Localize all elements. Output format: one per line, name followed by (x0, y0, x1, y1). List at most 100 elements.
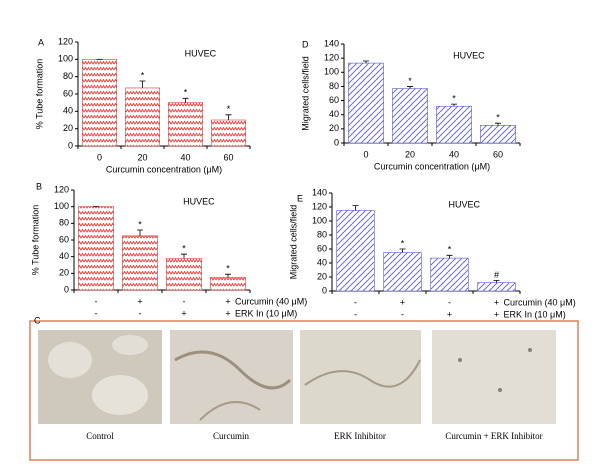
x-tick-label: 20 (405, 149, 415, 159)
treatment-sign: + (225, 308, 230, 318)
error-bar (352, 205, 359, 211)
y-tick-label: 20 (329, 123, 339, 133)
treatment-sign: - (183, 296, 186, 306)
bar (125, 87, 161, 147)
y-tick-label: 120 (58, 36, 73, 46)
y-axis-label: Migrated cells/field (288, 205, 298, 280)
y-tick-label: 140 (312, 187, 327, 197)
error-bar (182, 97, 189, 103)
significance-mark: # (494, 270, 499, 280)
cell-gap (112, 335, 148, 355)
bar (166, 258, 202, 291)
x-tick-label: 0 (363, 149, 368, 159)
bar (82, 59, 118, 147)
y-tick-label: 20 (317, 271, 327, 281)
significance-mark: * (138, 219, 142, 229)
y-tick-label: 80 (329, 81, 339, 91)
y-tick-label: 80 (317, 229, 327, 239)
y-tick-label: 40 (329, 109, 339, 119)
y-axis-label: % Tube formation (34, 59, 44, 130)
significance-mark: * (452, 93, 456, 103)
y-tick-label: 0 (334, 137, 339, 147)
cell-gap (92, 375, 148, 415)
y-tick-label: 60 (329, 95, 339, 105)
caption: Curcumin + ERK Inhibitor (445, 431, 542, 441)
treatment-name: ERK In (10 μM) (504, 309, 566, 319)
treatment-sign: - (401, 309, 404, 319)
y-tick-label: 40 (317, 257, 327, 267)
y-tick-label: 100 (54, 201, 69, 211)
error-bar (493, 280, 500, 283)
bar (168, 102, 204, 147)
tube (304, 359, 421, 388)
y-tick-label: 0 (68, 140, 73, 150)
treatment-name: Curcumin (40 μM) (504, 297, 576, 307)
y-tick-label: 120 (312, 201, 327, 211)
panel-label: C (34, 315, 41, 325)
bar (336, 210, 375, 292)
y-tick-label: 60 (63, 88, 73, 98)
error-bar (181, 253, 187, 259)
annotation: HUVEC (453, 50, 485, 60)
significance-mark: * (401, 238, 405, 248)
treatment-sign: + (137, 296, 142, 306)
x-tick-label: 60 (493, 149, 503, 159)
error-bar (446, 254, 453, 259)
error-bar (399, 248, 406, 253)
tube (174, 350, 292, 390)
y-tick-label: 120 (54, 184, 69, 194)
error-bar (407, 86, 413, 89)
panel-c-frame (29, 320, 579, 461)
treatment-sign: - (95, 308, 98, 318)
bar (436, 105, 472, 144)
error-bar (495, 122, 501, 126)
micrograph (170, 330, 293, 424)
y-tick-label: 80 (63, 71, 73, 81)
x-axis-label: Curcumin concentration (μM) (106, 164, 222, 174)
y-tick-label: 20 (63, 123, 73, 133)
y-tick-label: 40 (59, 251, 69, 261)
cell (528, 348, 532, 352)
treatment-sign: - (354, 309, 357, 319)
error-bar (137, 229, 143, 236)
bar (210, 277, 246, 291)
y-tick-label: 100 (58, 54, 73, 64)
cell (498, 388, 502, 392)
y-tick-label: 40 (63, 106, 73, 116)
panel-label: D (302, 39, 309, 49)
bar (78, 206, 114, 291)
error-bar (139, 80, 146, 88)
treatment-sign: - (139, 308, 142, 318)
y-tick-label: 140 (324, 38, 339, 48)
error-bar (451, 103, 457, 107)
error-bar (363, 60, 369, 64)
y-axis-label: Migrated cells/field (300, 56, 310, 131)
y-tick-label: 0 (322, 285, 327, 295)
bar (122, 235, 158, 291)
y-tick-label: 60 (59, 234, 69, 244)
treatment-sign: + (400, 297, 405, 307)
x-tick-label: 40 (449, 149, 459, 159)
micrograph (432, 330, 556, 424)
annotation: HUVEC (449, 199, 481, 209)
bar (477, 282, 516, 292)
bar (211, 119, 247, 147)
treatment-sign: - (354, 297, 357, 307)
annotation: HUVEC (185, 48, 217, 58)
treatment-sign: + (447, 309, 452, 319)
tube (199, 401, 261, 421)
y-tick-label: 120 (324, 53, 339, 63)
treatment-name: Curcumin (40 μM) (235, 296, 307, 306)
bar (383, 252, 422, 292)
treatment-sign: + (225, 296, 230, 306)
bar (348, 62, 384, 144)
y-tick-label: 20 (59, 268, 69, 278)
x-tick-label: 20 (137, 152, 147, 162)
micrographs (38, 330, 556, 424)
treatment-name: ERK In (10 μM) (235, 308, 297, 318)
significance-mark: * (141, 70, 145, 80)
y-tick-label: 80 (59, 218, 69, 228)
y-tick-label: 0 (64, 284, 69, 294)
